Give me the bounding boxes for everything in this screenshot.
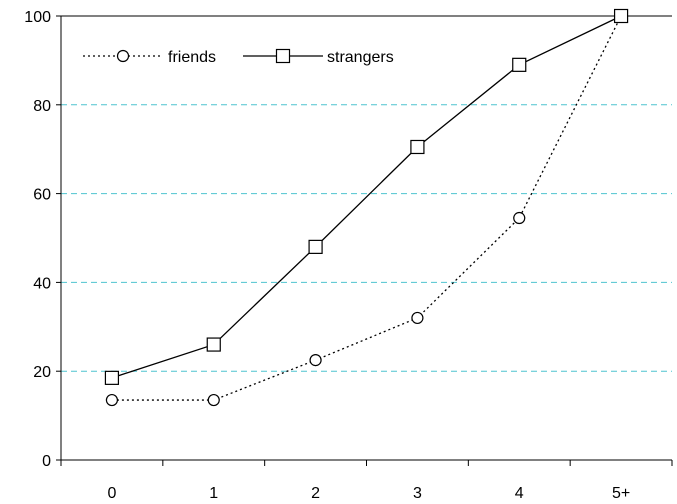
series-line-strangers <box>111 15 622 379</box>
x-tick-label: 2 <box>311 485 320 502</box>
legend-friends-label: friends <box>168 49 216 66</box>
x-ticks: 0 1 2 3 4 5+ <box>60 460 673 502</box>
series-line-friends <box>111 15 622 401</box>
grid-lines <box>61 104 672 372</box>
x-tick-label: 4 <box>515 485 524 502</box>
x-tick-label: 1 <box>209 485 218 502</box>
data-point-strangers <box>512 57 527 72</box>
data-point-friends <box>411 311 424 325</box>
y-tick-label: 0 <box>42 453 51 470</box>
data-point-friends <box>513 211 526 225</box>
legend-friends-marker <box>116 49 130 63</box>
x-tick-label: 0 <box>107 485 116 502</box>
legend-strangers-marker <box>275 48 291 64</box>
y-tick-label: 40 <box>33 275 51 292</box>
data-point-strangers <box>206 337 221 352</box>
y-tick-label: 20 <box>33 364 51 381</box>
data-point-strangers <box>410 139 425 155</box>
x-tick-label: 3 <box>413 485 422 502</box>
legend-strangers-label: strangers <box>327 49 394 66</box>
data-point-friends <box>105 393 119 407</box>
y-ticks: 0 20 40 60 80 100 <box>24 9 61 470</box>
y-tick-label: 60 <box>33 187 51 204</box>
y-tick-label: 100 <box>24 9 51 26</box>
x-tick-label: 5+ <box>612 485 630 502</box>
legend: friends strangers <box>83 48 394 66</box>
axes <box>60 15 672 461</box>
data-point-strangers <box>308 239 323 254</box>
series-group <box>104 8 629 407</box>
data-point-friends <box>207 393 220 407</box>
y-tick-label: 80 <box>33 98 51 115</box>
data-point-strangers <box>613 8 629 24</box>
data-point-friends <box>309 354 322 367</box>
data-point-strangers <box>104 370 120 385</box>
